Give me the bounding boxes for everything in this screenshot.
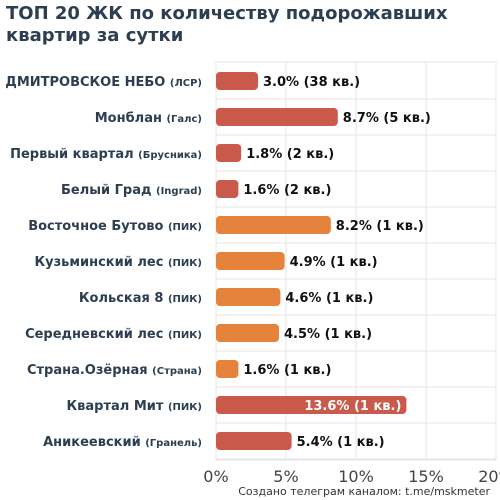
category-developer: (ПИК) (168, 258, 202, 269)
bar (216, 324, 279, 342)
category-label: Кузьминский лес (ПИК) (35, 255, 203, 270)
category-developer: (Ingrad) (156, 186, 202, 197)
bar-value-label: 1.6% (1 кв.) (243, 363, 331, 378)
bar-value-label: 8.7% (5 кв.) (343, 111, 431, 126)
category-label: Восточное Бутово (ПИК) (28, 219, 202, 234)
x-tick-label: 10% (338, 467, 374, 486)
bar-value-label: 4.6% (1 кв.) (285, 291, 373, 306)
x-tick-label: 15% (408, 467, 444, 486)
bar (216, 216, 331, 234)
category-developer: (Гранель) (145, 438, 202, 449)
bar-value-label: 5.4% (1 кв.) (297, 435, 385, 450)
bar-value-label: 1.6% (2 кв.) (243, 183, 331, 198)
bar-value-label: 3.0% (38 кв.) (263, 75, 360, 90)
bar (216, 144, 242, 162)
x-tick-label: 5% (273, 467, 298, 486)
category-developer: (Страна) (152, 366, 202, 377)
bar (216, 432, 292, 450)
category-developer: (ЛСР) (170, 78, 202, 89)
chart-title: ТОП 20 ЖК по количеству подорожавших ква… (6, 3, 448, 46)
bar-value-label: 8.2% (1 кв.) (336, 219, 424, 234)
footer-credit: Создано телеграм каналом: t.me/mskmeter (238, 485, 490, 498)
category-label: Кольская 8 (ПИК) (79, 291, 202, 306)
category-name: Монблан (95, 111, 167, 126)
bar (216, 288, 281, 306)
category-name: Белый Град (61, 183, 156, 198)
x-tick-label: 20% (478, 467, 500, 486)
bar (216, 108, 338, 126)
category-developer: (ПИК) (168, 294, 202, 305)
category-name: Середневский лес (25, 327, 168, 342)
category-developer: (ПИК) (168, 402, 202, 413)
category-developer: (ПИК) (168, 222, 202, 233)
category-developer: (ПИК) (168, 330, 202, 341)
category-developer: (Брусника) (138, 150, 202, 161)
bar (216, 252, 285, 270)
category-name: Страна.Озёрная (27, 363, 152, 378)
bar (216, 180, 239, 198)
category-name: Кольская 8 (79, 291, 168, 306)
category-name: Кузьминский лес (35, 255, 168, 270)
bar-value-label: 4.5% (1 кв.) (284, 327, 372, 342)
x-tick-label: 0% (203, 467, 228, 486)
bar (216, 396, 407, 414)
category-label: Белый Град (Ingrad) (61, 183, 202, 198)
bar-value-label: 13.6% (1 кв.) (304, 399, 401, 414)
category-developer: (Галс) (166, 114, 202, 125)
category-label: ДМИТРОВСКОЕ НЕБО (ЛСР) (5, 75, 202, 90)
category-label: Квартал Мит (ПИК) (67, 399, 202, 414)
category-label: Первый квартал (Брусника) (10, 147, 202, 162)
category-name: Восточное Бутово (28, 219, 168, 234)
category-label: Середневский лес (ПИК) (25, 327, 202, 342)
category-name: Аникеевский (43, 435, 145, 450)
bar-value-label: 4.9% (1 кв.) (290, 255, 378, 270)
category-label: Монблан (Галс) (95, 111, 202, 126)
category-name: Квартал Мит (67, 399, 168, 414)
bar (216, 72, 258, 90)
bar-value-label: 1.8% (2 кв.) (246, 147, 334, 162)
category-name: Первый квартал (10, 147, 138, 162)
category-name: ДМИТРОВСКОЕ НЕБО (5, 75, 170, 90)
category-label: Страна.Озёрная (Страна) (27, 363, 202, 378)
bar (216, 360, 239, 378)
category-label: Аникеевский (Гранель) (43, 435, 202, 450)
